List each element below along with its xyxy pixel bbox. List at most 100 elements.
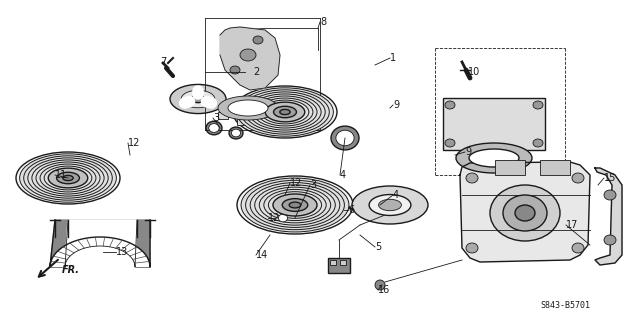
Ellipse shape xyxy=(466,243,478,253)
Ellipse shape xyxy=(253,96,317,128)
Text: 3: 3 xyxy=(213,113,219,123)
Ellipse shape xyxy=(466,173,478,183)
Polygon shape xyxy=(460,162,590,262)
Text: 16: 16 xyxy=(378,285,390,295)
Ellipse shape xyxy=(56,172,79,184)
Ellipse shape xyxy=(445,139,455,147)
Ellipse shape xyxy=(264,189,326,220)
Ellipse shape xyxy=(255,185,335,225)
Ellipse shape xyxy=(253,36,263,44)
Ellipse shape xyxy=(572,243,584,253)
Bar xyxy=(340,260,346,265)
Ellipse shape xyxy=(20,154,116,202)
Ellipse shape xyxy=(246,180,344,230)
Ellipse shape xyxy=(230,66,240,74)
Ellipse shape xyxy=(218,96,278,120)
Ellipse shape xyxy=(181,90,215,108)
Ellipse shape xyxy=(250,182,340,227)
Text: 3: 3 xyxy=(310,180,316,190)
Ellipse shape xyxy=(268,192,321,218)
Ellipse shape xyxy=(257,98,313,126)
Text: 17: 17 xyxy=(566,220,579,230)
Text: 10: 10 xyxy=(468,67,480,77)
Text: 15: 15 xyxy=(604,173,616,183)
Text: 11: 11 xyxy=(55,170,67,180)
Ellipse shape xyxy=(209,123,219,132)
Ellipse shape xyxy=(259,187,331,223)
Ellipse shape xyxy=(245,92,325,132)
Ellipse shape xyxy=(445,101,455,109)
Ellipse shape xyxy=(241,178,349,232)
Text: FR.: FR. xyxy=(62,265,80,275)
Text: 1: 1 xyxy=(390,53,396,63)
Ellipse shape xyxy=(249,94,321,130)
Ellipse shape xyxy=(237,88,333,136)
Ellipse shape xyxy=(28,158,108,198)
Text: 9: 9 xyxy=(465,147,471,157)
Text: 8: 8 xyxy=(320,17,326,27)
Ellipse shape xyxy=(379,199,401,211)
Ellipse shape xyxy=(261,100,309,124)
Ellipse shape xyxy=(503,195,547,231)
Ellipse shape xyxy=(604,235,616,245)
Ellipse shape xyxy=(36,162,100,194)
Text: 12: 12 xyxy=(128,138,140,148)
Ellipse shape xyxy=(289,202,301,208)
Text: 5: 5 xyxy=(375,242,381,252)
Text: 14: 14 xyxy=(256,250,268,260)
Text: 2: 2 xyxy=(253,67,259,77)
Bar xyxy=(495,160,525,175)
Ellipse shape xyxy=(40,164,96,192)
Ellipse shape xyxy=(273,106,296,118)
Ellipse shape xyxy=(16,152,120,204)
Ellipse shape xyxy=(191,95,205,103)
Bar xyxy=(443,98,545,150)
Text: 9: 9 xyxy=(393,100,399,110)
Ellipse shape xyxy=(233,86,337,138)
Ellipse shape xyxy=(352,186,428,224)
Ellipse shape xyxy=(241,90,329,134)
Text: 13: 13 xyxy=(116,247,128,257)
Polygon shape xyxy=(220,27,280,90)
Ellipse shape xyxy=(533,101,543,109)
Bar xyxy=(237,119,246,125)
Ellipse shape xyxy=(469,149,519,167)
Text: 12: 12 xyxy=(268,213,280,223)
Ellipse shape xyxy=(229,127,243,139)
Ellipse shape xyxy=(237,176,353,234)
Ellipse shape xyxy=(331,126,359,150)
Ellipse shape xyxy=(282,199,308,211)
Ellipse shape xyxy=(280,109,290,115)
Bar xyxy=(328,258,350,273)
Ellipse shape xyxy=(232,129,241,137)
Ellipse shape xyxy=(604,190,616,200)
Ellipse shape xyxy=(490,185,560,241)
Ellipse shape xyxy=(206,121,222,135)
Bar xyxy=(540,160,570,175)
Bar xyxy=(330,260,336,265)
Ellipse shape xyxy=(265,102,305,122)
Ellipse shape xyxy=(278,214,287,222)
Ellipse shape xyxy=(456,143,532,173)
Ellipse shape xyxy=(515,205,535,221)
Ellipse shape xyxy=(44,166,92,190)
Bar xyxy=(293,200,302,206)
Ellipse shape xyxy=(240,49,256,61)
Ellipse shape xyxy=(170,85,226,114)
Text: 4: 4 xyxy=(340,170,346,180)
Text: 7: 7 xyxy=(160,57,166,67)
Ellipse shape xyxy=(63,175,73,181)
Ellipse shape xyxy=(48,168,88,188)
Ellipse shape xyxy=(572,173,584,183)
Ellipse shape xyxy=(276,212,290,224)
Ellipse shape xyxy=(273,194,317,216)
Ellipse shape xyxy=(24,156,112,200)
Bar xyxy=(218,112,228,119)
Polygon shape xyxy=(50,220,150,267)
Ellipse shape xyxy=(32,160,104,196)
Ellipse shape xyxy=(369,195,411,215)
Ellipse shape xyxy=(228,100,268,116)
Text: 4: 4 xyxy=(393,190,399,200)
Text: S843-B5701: S843-B5701 xyxy=(540,301,590,310)
Ellipse shape xyxy=(336,130,354,146)
